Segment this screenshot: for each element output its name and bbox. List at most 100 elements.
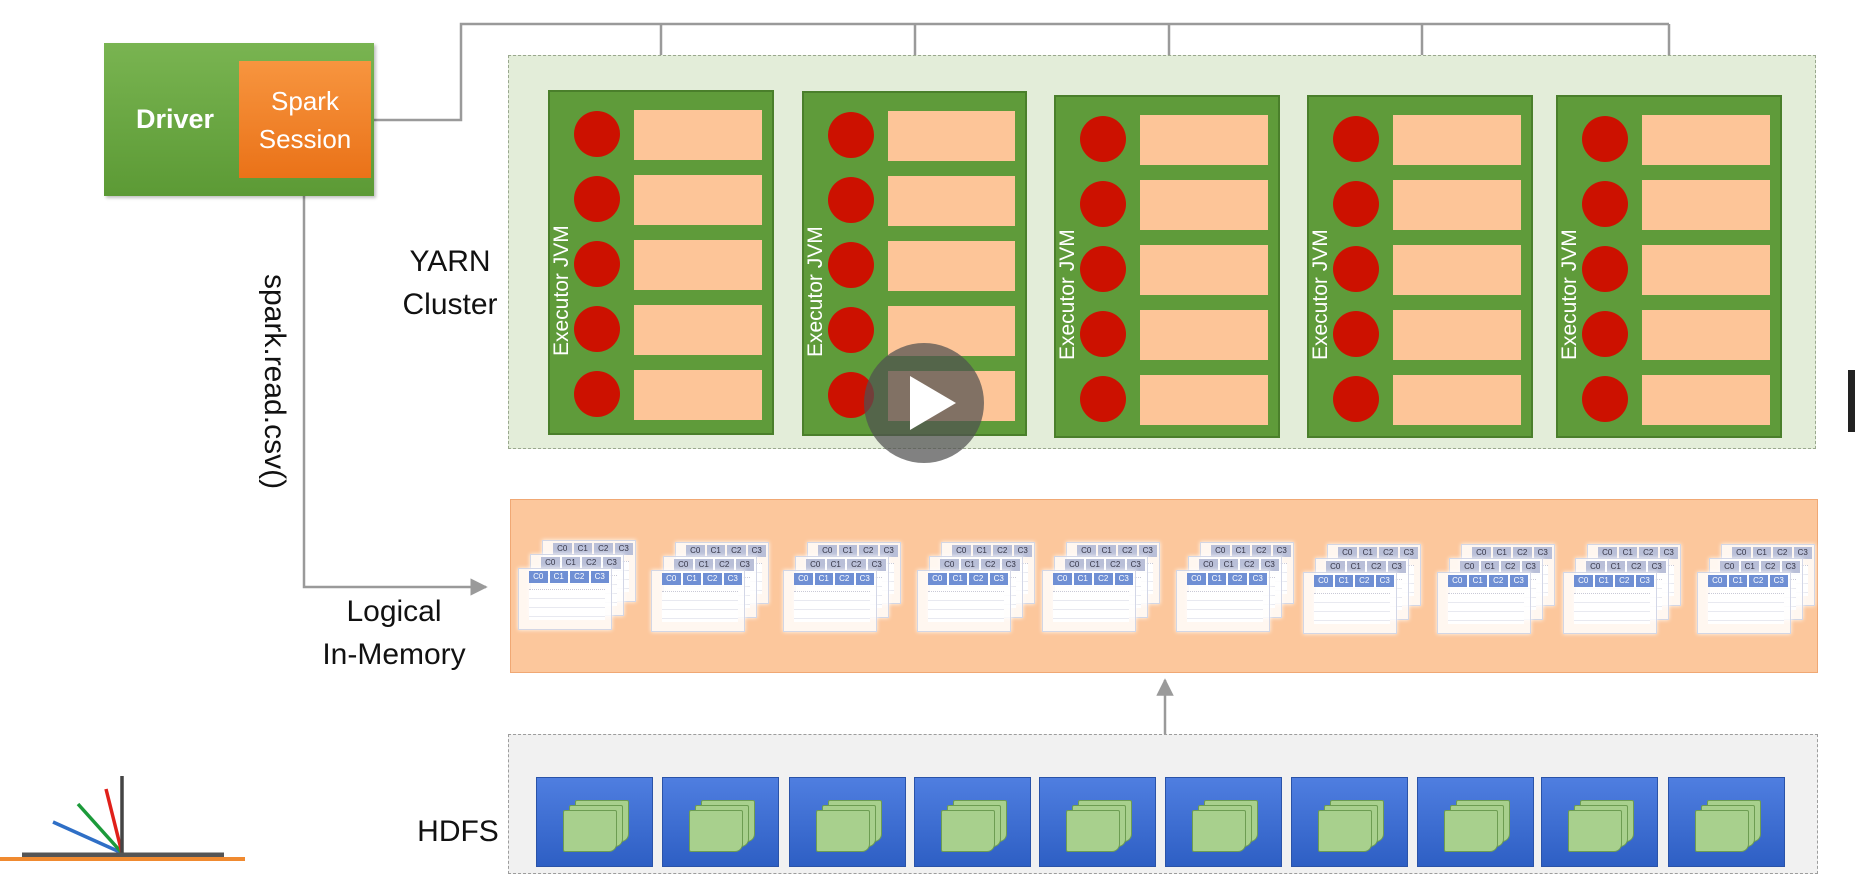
dataframe-partition: C0 C1 C2 C3 C0 C1 C2 C3 C0 C1 C2 C3 [1176, 542, 1294, 638]
column-header: C1 [826, 559, 845, 571]
column-header: C2 [1773, 547, 1792, 559]
task-slot [1140, 375, 1268, 425]
column-header: C2 [1489, 575, 1508, 587]
column-header: C3 [1509, 575, 1528, 587]
column-header-row: C0 C1 C2 C3 [796, 557, 888, 571]
column-header: C0 [1460, 561, 1479, 573]
column-header: C0 [1077, 545, 1096, 557]
task-slot [634, 175, 762, 225]
column-header-row: C0 C1 C2 C3 [1710, 559, 1802, 573]
row-lines [1187, 591, 1263, 622]
yarn-cluster-label: YARN Cluster [390, 240, 510, 326]
task-slot [888, 241, 1015, 291]
column-header: C2 [1252, 545, 1271, 557]
task-slot [1140, 180, 1268, 230]
column-header: C3 [1659, 547, 1678, 559]
core-circle [574, 111, 620, 157]
core-circle [1582, 376, 1628, 422]
executor-slot-row [550, 175, 772, 225]
dataframe-partition: C0 C1 C2 C3 C0 C1 C2 C3 C0 C1 C2 C3 [783, 542, 901, 638]
column-header: C2 [582, 557, 601, 569]
executor-slot-row [550, 110, 772, 160]
hdfs-block [662, 777, 779, 867]
core-circle [574, 176, 620, 222]
row-lines [1314, 593, 1390, 624]
column-header-row: C0 C1 C2 C3 [1450, 559, 1542, 573]
column-header: C1 [948, 573, 967, 585]
column-header: C2 [847, 559, 866, 571]
task-slot [888, 176, 1015, 226]
column-header: C3 [1533, 547, 1552, 559]
core-circle [574, 241, 620, 287]
column-header: C3 [1126, 559, 1145, 571]
executor-slot-row [804, 241, 1025, 291]
hdfs-block [536, 777, 653, 867]
task-slot [1393, 375, 1521, 425]
column-header: C1 [1480, 561, 1499, 573]
core-circle [1582, 116, 1628, 162]
row-lines [1708, 593, 1784, 624]
task-slot [1642, 115, 1770, 165]
column-header-row: C0 C1 C2 C3 [918, 571, 1010, 585]
column-header: C3 [989, 573, 1008, 585]
executor-slot-row [1309, 180, 1531, 230]
column-header: C2 [835, 573, 854, 585]
column-header: C0 [1053, 573, 1072, 585]
column-header: C1 [1594, 575, 1613, 587]
column-header-row: C0 C1 C2 C3 [1055, 557, 1147, 571]
column-header: C0 [1598, 547, 1617, 559]
core-circle [574, 306, 620, 352]
core-circle [1582, 181, 1628, 227]
column-header: C0 [662, 573, 681, 585]
file-sheet [1444, 810, 1498, 852]
column-header: C3 [602, 557, 621, 569]
column-header: C1 [1073, 573, 1092, 585]
column-header: C2 [993, 545, 1012, 557]
executor-slot-row [1558, 310, 1780, 360]
dataframe-partition: C0 C1 C2 C3 C0 C1 C2 C3 C0 C1 C2 C3 [651, 542, 769, 638]
yarn-label-line2: Cluster [402, 288, 498, 321]
column-header-row: C0 C1 C2 C3 [1698, 573, 1790, 587]
executor-label: Executor JVM [1309, 229, 1332, 360]
executor-slot-row [1558, 245, 1780, 295]
play-button[interactable] [864, 343, 984, 463]
column-header-row: C0 C1 C2 C3 [676, 543, 768, 557]
dataframe-sheet: C0 C1 C2 C3 [783, 570, 877, 632]
column-header: C3 [867, 559, 886, 571]
core-circle [1080, 376, 1126, 422]
file-sheet [1568, 810, 1622, 852]
column-header-row: C0 C1 C2 C3 [784, 571, 876, 585]
hdfs-block [789, 777, 906, 867]
row-lines [794, 591, 870, 622]
column-header-row: C0 C1 C2 C3 [942, 543, 1034, 557]
column-header: C3 [1647, 561, 1666, 573]
core-circle [828, 307, 874, 353]
column-header: C2 [594, 543, 613, 555]
row-lines [928, 591, 1004, 622]
logo-icon [22, 776, 224, 858]
column-header: C3 [879, 545, 898, 557]
column-header: C2 [969, 573, 988, 585]
column-header: C2 [1118, 545, 1137, 557]
column-header: C1 [1346, 561, 1365, 573]
executor-slot-row [1056, 310, 1278, 360]
column-header-row: C0 C1 C2 C3 [1043, 571, 1135, 585]
column-header-row: C0 C1 C2 C3 [1462, 545, 1554, 559]
column-header-row: C0 C1 C2 C3 [531, 555, 623, 569]
column-header: C3 [1635, 575, 1654, 587]
task-slot [634, 305, 762, 355]
column-header: C3 [1781, 561, 1800, 573]
executor-slot-row [1558, 375, 1780, 425]
column-header: C0 [794, 573, 813, 585]
executor-slot-row [550, 240, 772, 290]
task-slot [1393, 115, 1521, 165]
column-header: C0 [1708, 575, 1727, 587]
column-header: C1 [838, 545, 857, 557]
column-header-row: C0 C1 C2 C3 [1067, 543, 1159, 557]
column-header: C1 [972, 545, 991, 557]
dataframe-sheet: C0 C1 C2 C3 [1303, 572, 1397, 634]
yarn-label-line1: YARN [409, 245, 491, 278]
column-header: C0 [818, 545, 837, 557]
column-header: C3 [1248, 573, 1267, 585]
column-header: C0 [1326, 561, 1345, 573]
